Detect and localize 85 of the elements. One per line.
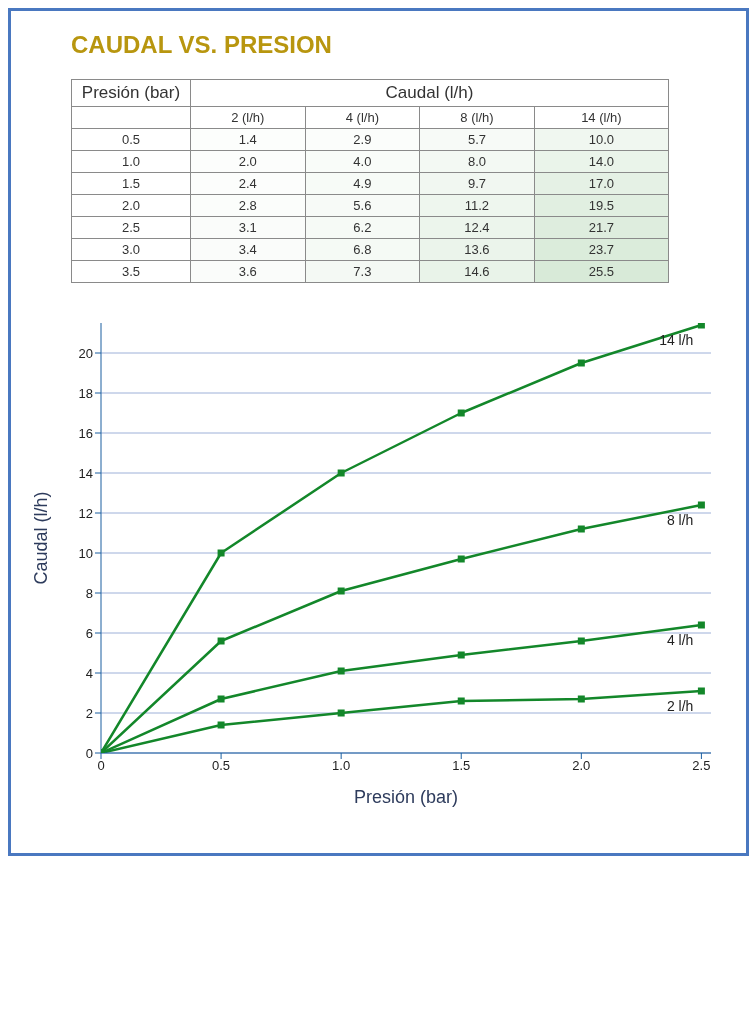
point bbox=[577, 695, 585, 703]
x-tick-label: 8 (l/h) bbox=[419, 106, 535, 129]
y-tick-label: 2.5 bbox=[71, 216, 191, 239]
point bbox=[457, 651, 465, 659]
data-label: 3.4 bbox=[190, 238, 306, 261]
x-tick-label: 2.5 bbox=[692, 758, 711, 774]
point bbox=[337, 667, 345, 675]
y-tick-label: 6 bbox=[85, 625, 93, 641]
y-tick-label: 1.5 bbox=[71, 172, 191, 195]
data-label: 3.6 bbox=[190, 260, 306, 283]
point bbox=[337, 709, 345, 717]
x-axis-title: Caudal (l/h) bbox=[190, 79, 669, 107]
x-tick-label: 1.0 bbox=[332, 758, 351, 774]
x-tick-label: 1.5 bbox=[452, 758, 471, 774]
series-label: 8 l/h bbox=[666, 512, 694, 528]
data-label: 23.7 bbox=[534, 238, 669, 261]
data-label: 14.0 bbox=[534, 150, 669, 173]
point bbox=[697, 621, 705, 629]
y-tick-label: 2.0 bbox=[71, 194, 191, 217]
data-label: 5.6 bbox=[305, 194, 420, 217]
data-label: 2.0 bbox=[190, 150, 306, 173]
data-label: 21.7 bbox=[534, 216, 669, 239]
x-tick-label: 4 (l/h) bbox=[305, 106, 420, 129]
data-label: 2.4 bbox=[190, 172, 306, 195]
y-tick-label: 1.0 bbox=[71, 150, 191, 173]
data-label: 9.7 bbox=[419, 172, 535, 195]
data-label: 3.1 bbox=[190, 216, 306, 239]
y-axis-title: Caudal (l/h) bbox=[31, 491, 52, 585]
data-label: 11.2 bbox=[419, 194, 535, 217]
data-label: 14.6 bbox=[419, 260, 535, 283]
x-tick-label: 2.0 bbox=[572, 758, 591, 774]
data-label: 2.9 bbox=[305, 128, 420, 151]
data-label: 25.5 bbox=[534, 260, 669, 283]
data-label: 8.0 bbox=[419, 150, 535, 173]
point bbox=[337, 469, 345, 477]
y-tick-label: 10 bbox=[78, 545, 93, 561]
data-label: 4.9 bbox=[305, 172, 420, 195]
y-tick-label: 14 bbox=[78, 465, 93, 481]
x-tick-label: 14 (l/h) bbox=[534, 106, 669, 129]
point bbox=[457, 409, 465, 417]
x-tick-label: 0.5 bbox=[212, 758, 231, 774]
x-axis-title: Presión (bar) bbox=[353, 787, 459, 807]
data-label: 5.7 bbox=[419, 128, 535, 151]
y-tick-label: 0 bbox=[85, 745, 93, 761]
point bbox=[217, 549, 225, 557]
data-label: 1.4 bbox=[190, 128, 306, 151]
y-tick-label: 18 bbox=[78, 385, 93, 401]
data-label: 6.8 bbox=[305, 238, 420, 261]
y-tick-label: 3.5 bbox=[71, 260, 191, 283]
point bbox=[457, 697, 465, 705]
y-tick-label: 2 bbox=[85, 705, 93, 721]
point bbox=[697, 323, 705, 329]
x-tick-label: 2 (l/h) bbox=[190, 106, 306, 129]
y-tick-label: 12 bbox=[78, 505, 93, 521]
data-label: 4.0 bbox=[305, 150, 420, 173]
data-label: 13.6 bbox=[419, 238, 535, 261]
point bbox=[577, 637, 585, 645]
data-label: 2.8 bbox=[190, 194, 306, 217]
data-label: 17.0 bbox=[534, 172, 669, 195]
y-tick-label: 20 bbox=[78, 345, 93, 361]
data-label: 7.3 bbox=[305, 260, 420, 283]
point bbox=[457, 555, 465, 563]
y-tick-label: 4 bbox=[85, 665, 93, 681]
point bbox=[697, 501, 705, 509]
data-label: 6.2 bbox=[305, 216, 420, 239]
series-label: 2 l/h bbox=[666, 698, 694, 714]
x-tick-label: 0 bbox=[97, 758, 105, 774]
point bbox=[577, 359, 585, 367]
point bbox=[697, 687, 705, 695]
y-axis-title: Presión (bar) bbox=[71, 79, 191, 107]
y-tick-label: 8 bbox=[85, 585, 93, 601]
point bbox=[577, 525, 585, 533]
data-label: 12.4 bbox=[419, 216, 535, 239]
data-label: 10.0 bbox=[534, 128, 669, 151]
point bbox=[217, 721, 225, 729]
point bbox=[337, 587, 345, 595]
series-label: 4 l/h bbox=[666, 632, 694, 648]
point bbox=[217, 637, 225, 645]
series-label: 14 l/h bbox=[659, 332, 694, 348]
y-tick-label: 0.5 bbox=[71, 128, 191, 151]
chart-title: CAUDAL VS. PRESION bbox=[71, 31, 333, 59]
y-tick-label: 16 bbox=[78, 425, 93, 441]
y-tick-label: 3.0 bbox=[71, 238, 191, 261]
point bbox=[217, 695, 225, 703]
data-label: 19.5 bbox=[534, 194, 669, 217]
